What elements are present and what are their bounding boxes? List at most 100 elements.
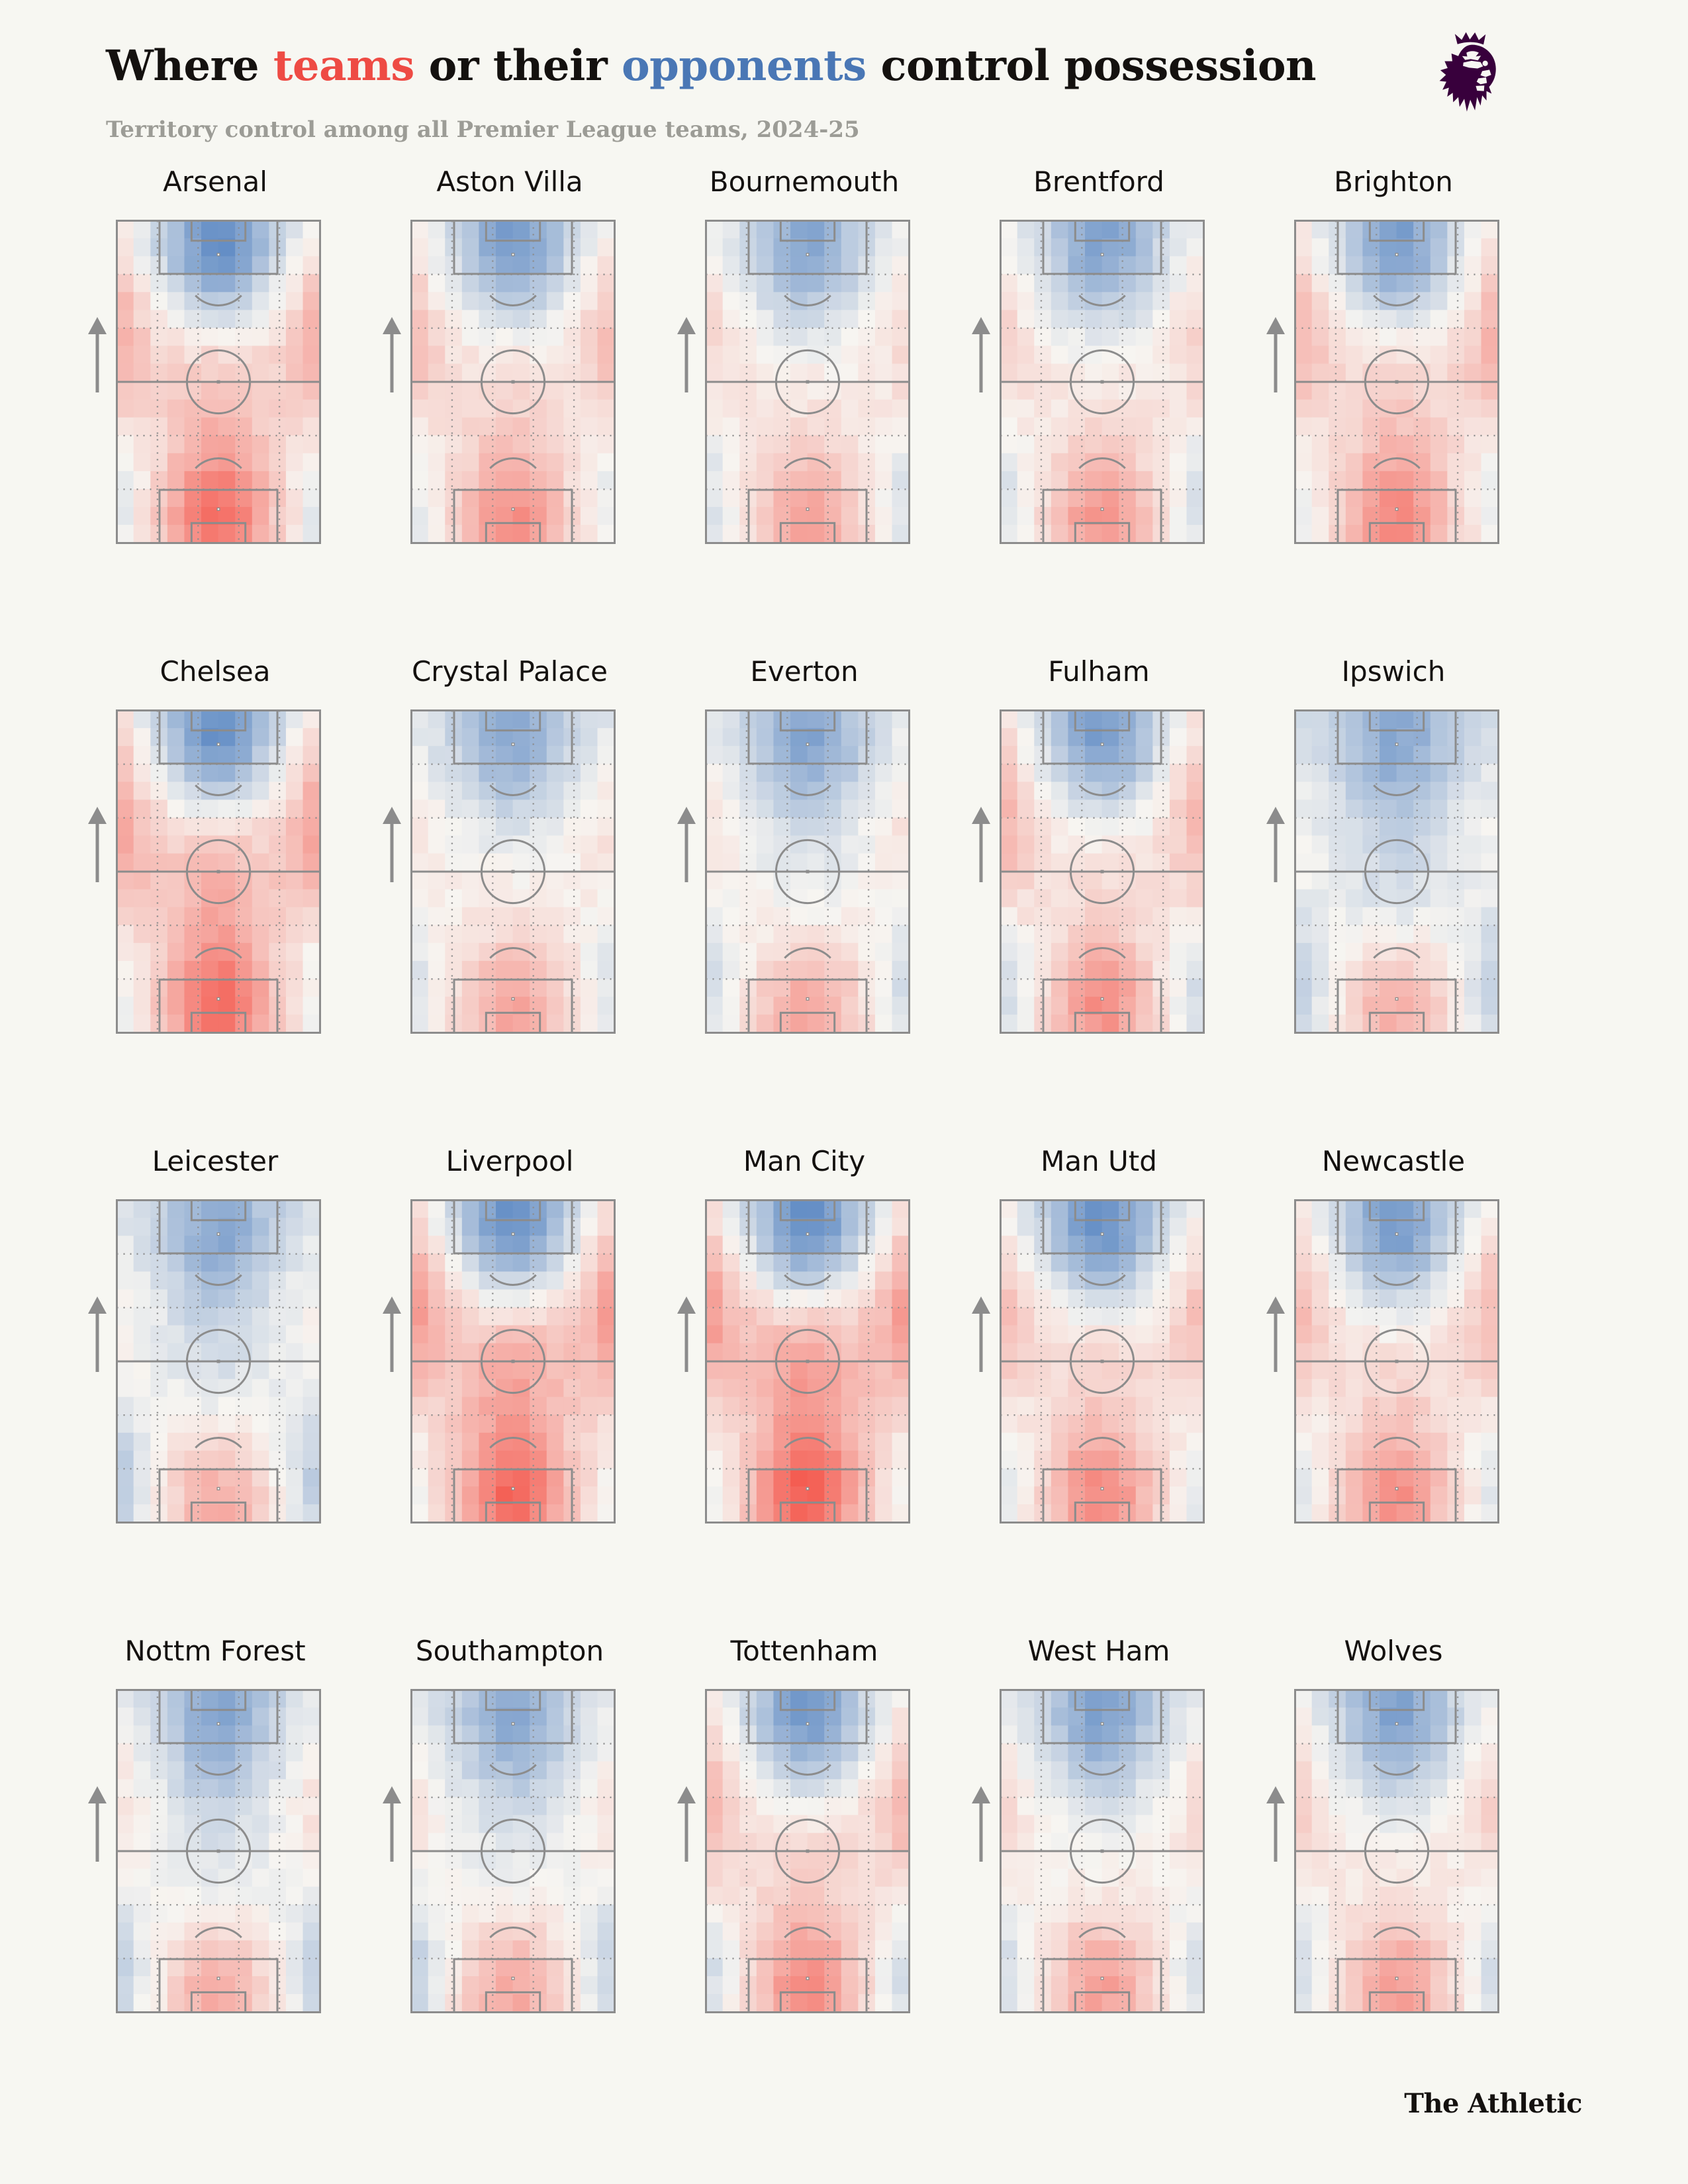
attack-direction-arrow-icon <box>86 1784 109 1863</box>
pitch-heatmap-everton[interactable] <box>705 709 910 1034</box>
premier-league-lion-icon <box>1429 32 1515 138</box>
team-panel-chelsea[interactable]: Chelsea <box>60 655 371 1118</box>
team-name-label: Liverpool <box>445 1145 574 1177</box>
attack-direction-arrow-icon <box>675 1294 698 1373</box>
team-name-label: Man Utd <box>1041 1145 1157 1177</box>
pitch-canvas <box>705 1689 910 2013</box>
team-name-label: Bournemouth <box>709 165 900 198</box>
team-panel-ipswich[interactable]: Ipswich <box>1238 655 1549 1118</box>
pitch-heatmap-crystal-palace[interactable] <box>410 709 616 1034</box>
pitch-heatmap-liverpool[interactable] <box>410 1199 616 1524</box>
pitch-heatmap-brentford[interactable] <box>1000 220 1205 544</box>
page-subtitle: Territory control among all Premier Leag… <box>106 116 860 143</box>
team-panel-wolves[interactable]: Wolves <box>1238 1635 1549 2098</box>
team-panel-man-utd[interactable]: Man Utd <box>943 1145 1254 1608</box>
attack-direction-arrow-icon <box>675 314 698 394</box>
attack-direction-arrow-icon <box>970 804 992 884</box>
pitch-heatmap-chelsea[interactable] <box>116 709 321 1034</box>
attack-direction-arrow-icon <box>675 1784 698 1863</box>
pitch-heatmap-leicester[interactable] <box>116 1199 321 1524</box>
pitch-canvas <box>116 1689 321 2013</box>
title-highlight-teams: teams <box>273 41 415 91</box>
pitch-canvas <box>116 1199 321 1524</box>
team-panel-nottm-forest[interactable]: Nottm Forest <box>60 1635 371 2098</box>
pitch-canvas <box>116 709 321 1034</box>
team-panel-fulham[interactable]: Fulham <box>943 655 1254 1118</box>
title-text-2: or their <box>414 41 622 91</box>
pitch-heatmap-brighton[interactable] <box>1294 220 1499 544</box>
team-name-label: Tottenham <box>730 1635 878 1667</box>
pitch-canvas <box>410 1689 616 2013</box>
team-panel-man-city[interactable]: Man City <box>649 1145 960 1608</box>
team-panel-leicester[interactable]: Leicester <box>60 1145 371 1608</box>
team-panel-everton[interactable]: Everton <box>649 655 960 1118</box>
pitch-canvas <box>116 220 321 544</box>
title-highlight-opponents: opponents <box>621 41 867 91</box>
team-panel-aston-villa[interactable]: Aston Villa <box>354 165 665 629</box>
team-panel-newcastle[interactable]: Newcastle <box>1238 1145 1549 1608</box>
team-name-label: Brentford <box>1033 165 1164 198</box>
pitch-heatmap-southampton[interactable] <box>410 1689 616 2013</box>
team-name-label: Chelsea <box>160 655 271 688</box>
team-name-label: Fulham <box>1048 655 1150 688</box>
title-text-1: Where <box>106 41 273 91</box>
attack-direction-arrow-icon <box>381 804 403 884</box>
pitch-canvas <box>1000 1689 1205 2013</box>
pitch-canvas <box>705 1199 910 1524</box>
team-name-label: Southampton <box>415 1635 604 1667</box>
team-name-label: Aston Villa <box>436 165 583 198</box>
attack-direction-arrow-icon <box>86 804 109 884</box>
team-panel-brentford[interactable]: Brentford <box>943 165 1254 629</box>
team-name-label: Wolves <box>1344 1635 1443 1667</box>
attack-direction-arrow-icon <box>970 1294 992 1373</box>
team-name-label: Arsenal <box>163 165 267 198</box>
team-panel-crystal-palace[interactable]: Crystal Palace <box>354 655 665 1118</box>
team-name-label: Man City <box>743 1145 866 1177</box>
pitch-heatmap-tottenham[interactable] <box>705 1689 910 2013</box>
pitch-canvas <box>1294 220 1499 544</box>
pitch-row: Nottm Forest Southampton Tottenham West Ham… <box>0 1635 1688 2124</box>
attack-direction-arrow-icon <box>1264 1294 1287 1373</box>
team-name-label: Newcastle <box>1321 1145 1466 1177</box>
page-title: Where teams or their opponents control p… <box>106 41 1317 91</box>
team-name-label: Ipswich <box>1341 655 1446 688</box>
pitch-canvas <box>1294 1199 1499 1524</box>
pitch-canvas <box>1000 1199 1205 1524</box>
pitch-heatmap-man-utd[interactable] <box>1000 1199 1205 1524</box>
pitch-heatmap-bournemouth[interactable] <box>705 220 910 544</box>
attack-direction-arrow-icon <box>1264 804 1287 884</box>
attack-direction-arrow-icon <box>970 1784 992 1863</box>
pitch-canvas <box>1294 1689 1499 2013</box>
pitch-heatmap-ipswich[interactable] <box>1294 709 1499 1034</box>
pitch-heatmap-man-city[interactable] <box>705 1199 910 1524</box>
attack-direction-arrow-icon <box>1264 314 1287 394</box>
pitch-heatmap-aston-villa[interactable] <box>410 220 616 544</box>
team-panel-southampton[interactable]: Southampton <box>354 1635 665 2098</box>
pitch-canvas <box>705 220 910 544</box>
pitch-heatmap-west-ham[interactable] <box>1000 1689 1205 2013</box>
attack-direction-arrow-icon <box>381 314 403 394</box>
attack-direction-arrow-icon <box>86 1294 109 1373</box>
pitch-heatmap-wolves[interactable] <box>1294 1689 1499 2013</box>
team-panel-arsenal[interactable]: Arsenal <box>60 165 371 629</box>
pitch-row: Leicester Liverpool Man City Man Utd Newcast… <box>0 1145 1688 1635</box>
team-panel-bournemouth[interactable]: Bournemouth <box>649 165 960 629</box>
team-panel-brighton[interactable]: Brighton <box>1238 165 1549 629</box>
pitch-canvas <box>1000 220 1205 544</box>
team-panel-tottenham[interactable]: Tottenham <box>649 1635 960 2098</box>
pitch-heatmap-fulham[interactable] <box>1000 709 1205 1034</box>
pitch-heatmap-arsenal[interactable] <box>116 220 321 544</box>
pitch-grid: Arsenal Aston Villa Bournemouth Brentford Br… <box>0 165 1688 2124</box>
team-panel-west-ham[interactable]: West Ham <box>943 1635 1254 2098</box>
pitch-heatmap-newcastle[interactable] <box>1294 1199 1499 1524</box>
attack-direction-arrow-icon <box>381 1784 403 1863</box>
pitch-row: Chelsea Crystal Palace Everton Fulham Ipswic… <box>0 655 1688 1145</box>
pitch-heatmap-nottm-forest[interactable] <box>116 1689 321 2013</box>
pitch-canvas <box>1294 709 1499 1034</box>
pitch-row: Arsenal Aston Villa Bournemouth Brentford Br… <box>0 165 1688 655</box>
brand-footer: The Athletic <box>1404 2088 1582 2119</box>
team-name-label: Leicester <box>152 1145 279 1177</box>
page-header: Where teams or their opponents control p… <box>0 0 1688 172</box>
team-panel-liverpool[interactable]: Liverpool <box>354 1145 665 1608</box>
pitch-canvas <box>410 709 616 1034</box>
